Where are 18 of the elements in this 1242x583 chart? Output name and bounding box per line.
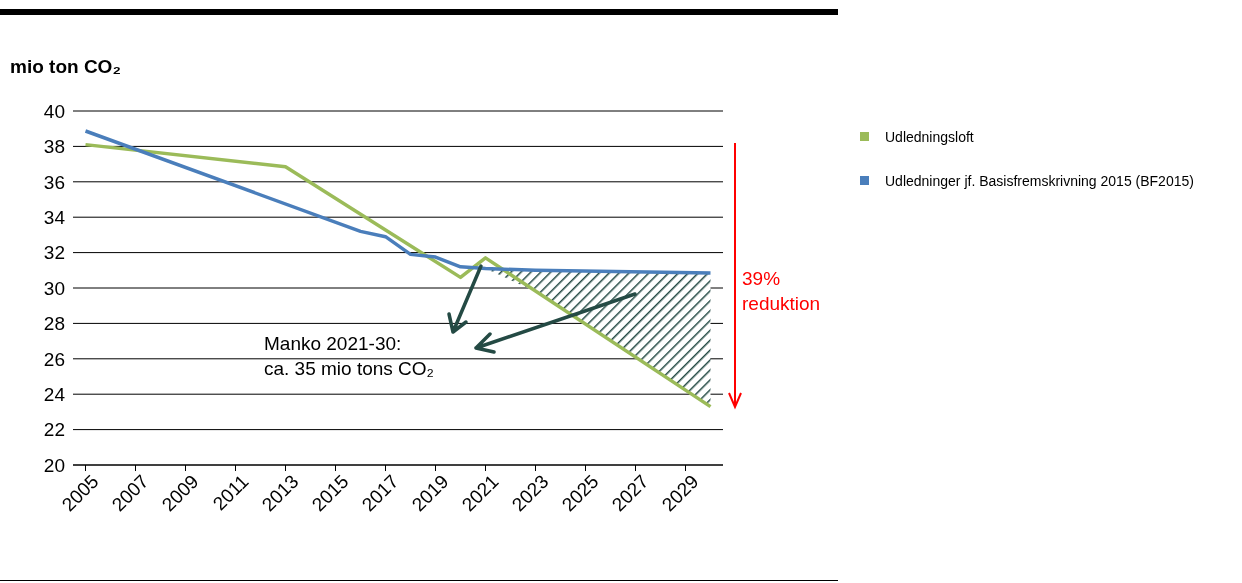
line-series bbox=[83, 142, 713, 409]
y-axis-title: mio ton CO₂ bbox=[10, 56, 121, 78]
y-tick-label: 20 bbox=[43, 454, 65, 476]
annotation: Manko 2021-30: ca. 35 mio tons CO₂ bbox=[264, 332, 434, 381]
legend-label: Udledningsloft bbox=[885, 128, 975, 147]
y-tick-label: 30 bbox=[43, 277, 65, 299]
y-tick-label: 24 bbox=[43, 383, 66, 405]
legend-label: Udledninger jf. Basisfremskrivning 2015 (BF2015) bbox=[885, 172, 1195, 191]
y-tick-label: 34 bbox=[43, 206, 66, 228]
y-tick-label: 26 bbox=[43, 348, 65, 370]
y-tick-label: 38 bbox=[43, 136, 65, 158]
y-tick-label: 22 bbox=[43, 419, 65, 441]
y-tick-label: 40 bbox=[43, 100, 65, 122]
y-tick-label: 28 bbox=[43, 313, 65, 335]
text: 39% reduktion bbox=[742, 267, 822, 316]
y-tick-label: 32 bbox=[43, 242, 65, 264]
line-series bbox=[83, 129, 713, 275]
y-tick-label: 36 bbox=[43, 171, 65, 193]
